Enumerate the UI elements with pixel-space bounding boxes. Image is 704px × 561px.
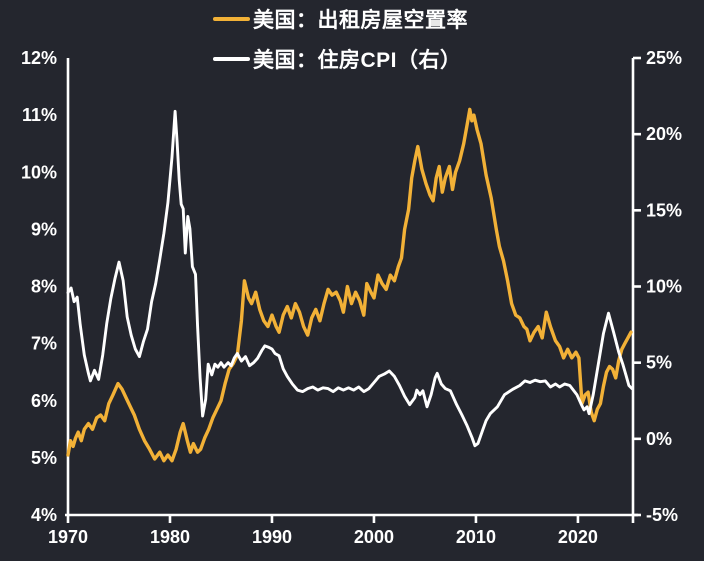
x-axis-tick-label: 1980 — [150, 527, 190, 547]
x-axis-tick-label: 1970 — [48, 527, 88, 547]
right-axis-tick-label: 15% — [646, 200, 682, 220]
left-axis-tick-label: 11% — [22, 105, 57, 125]
x-axis-tick-label: 2000 — [354, 527, 394, 547]
legend-item-housing-cpi: 美国：住房CPI（右） — [213, 47, 462, 72]
x-axis-tick-label: 2020 — [558, 527, 598, 547]
legend-item-vacancy-rate: 美国：出租房屋空置率 — [213, 7, 468, 32]
legend-label-housing-cpi: 美国：住房CPI（右） — [253, 49, 462, 72]
legend-swatch-housing-cpi — [213, 56, 250, 62]
left-axis-tick-label: 10% — [21, 162, 57, 182]
left-axis-tick-label: 6% — [31, 391, 57, 411]
x-axis-tick-label: 1990 — [252, 527, 292, 547]
legend-swatch-vacancy-rate — [213, 16, 250, 22]
x-axis-tick-label: 2010 — [456, 527, 496, 547]
left-axis-tick-label: 12% — [21, 48, 57, 68]
right-axis-tick-label: 20% — [646, 124, 682, 144]
right-axis-tick-label: 5% — [646, 353, 672, 373]
right-axis-tick-label: 10% — [646, 277, 682, 297]
left-axis-tick-label: 5% — [31, 448, 57, 468]
legend: 美国：出租房屋空置率 美国：住房CPI（右） — [213, 7, 468, 87]
left-axis-tick-label: 9% — [31, 219, 57, 239]
right-axis-tick-label: -5% — [646, 505, 678, 525]
series-line-housing-cpi — [66, 109, 634, 448]
left-axis-tick-label: 4% — [31, 505, 57, 525]
series-line-vacancy-rate — [66, 107, 633, 463]
left-axis-tick-label: 8% — [31, 277, 57, 297]
right-axis-tick-label: 25% — [646, 48, 682, 68]
right-axis-tick-label: 0% — [646, 429, 672, 449]
legend-label-vacancy-rate: 美国：出租房屋空置率 — [253, 9, 468, 32]
left-axis-tick-label: 7% — [31, 334, 57, 354]
